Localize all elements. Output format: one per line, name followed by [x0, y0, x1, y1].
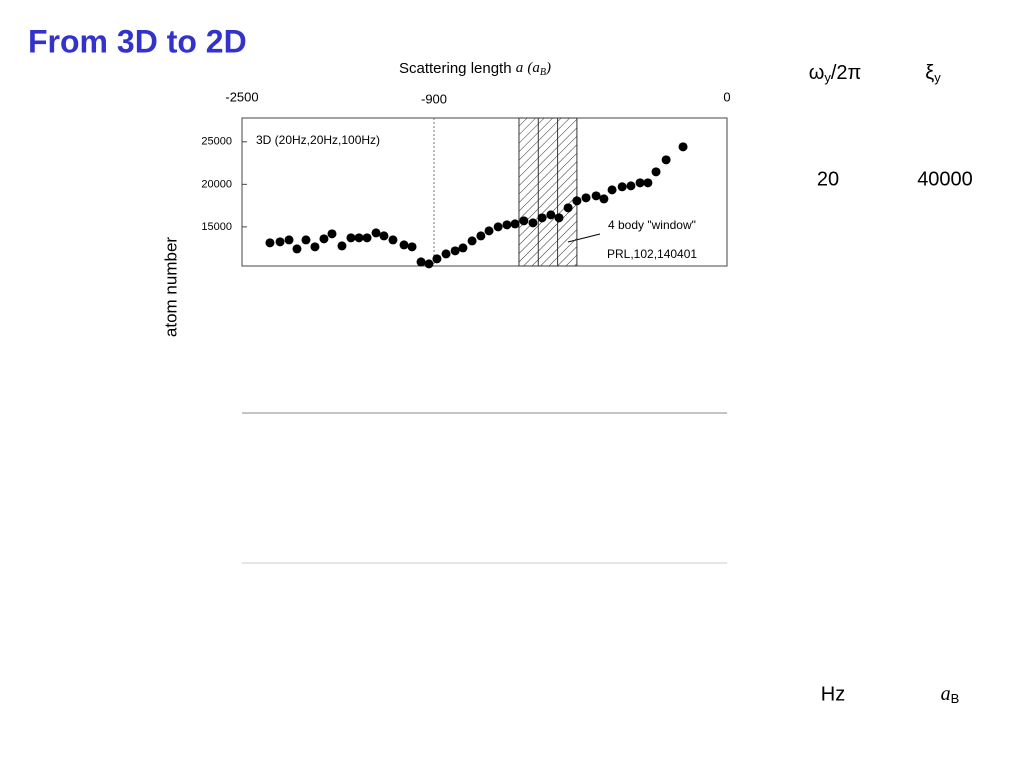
- data-point: [537, 213, 547, 223]
- table-header: ωy/2π: [809, 62, 862, 85]
- data-point: [327, 229, 337, 239]
- data-point: [563, 203, 573, 213]
- data-point: [337, 241, 347, 251]
- y-tick-label: 25000: [201, 136, 232, 148]
- data-point: [292, 244, 302, 254]
- data-point: [399, 240, 409, 250]
- data-point: [528, 218, 538, 228]
- reference: PRL,102,140401: [607, 247, 697, 261]
- x-axis-title: Scattering length a (aB): [399, 60, 551, 78]
- data-point: [493, 222, 503, 232]
- plot-frame: [241, 117, 728, 267]
- data-point: [626, 181, 636, 191]
- data-point: [388, 235, 398, 245]
- data-point: [458, 243, 468, 253]
- data-point: [651, 167, 661, 177]
- data-point: [572, 196, 582, 206]
- data-point: [599, 194, 609, 204]
- data-point: [354, 233, 364, 243]
- data-point: [441, 249, 451, 259]
- y-tick-label: 20000: [201, 178, 232, 190]
- annotation: 3D (20Hz,20Hz,100Hz): [256, 133, 380, 147]
- x-tick-label: -900: [421, 91, 447, 106]
- table-unit: aB: [941, 683, 960, 707]
- data-point: [546, 210, 556, 220]
- data-point: [310, 242, 320, 252]
- data-point: [319, 234, 329, 244]
- data-point: [432, 254, 442, 264]
- data-point: [519, 216, 529, 226]
- x-tick-label: -2500: [225, 89, 258, 104]
- table-unit: Hz: [821, 683, 845, 705]
- data-point: [371, 228, 381, 238]
- data-point: [581, 193, 591, 203]
- data-point: [301, 235, 311, 245]
- table-cell: 40000: [917, 168, 973, 190]
- window-label: 4 body "window": [608, 218, 696, 232]
- data-point: [484, 226, 494, 236]
- data-point: [379, 231, 389, 241]
- data-point: [635, 178, 645, 188]
- data-point: [510, 219, 520, 229]
- data-point: [591, 191, 601, 201]
- data-point: [450, 246, 460, 256]
- data-point: [407, 242, 417, 252]
- data-point: [661, 155, 671, 165]
- table-header: ξy: [925, 62, 941, 85]
- data-point: [607, 185, 617, 195]
- data-point: [643, 178, 653, 188]
- data-point: [424, 259, 434, 269]
- table-cell: 20: [817, 168, 839, 190]
- y-tick-label: 15000: [201, 221, 232, 233]
- slide-title: From 3D to 2D: [28, 23, 247, 59]
- data-point: [275, 237, 285, 247]
- data-point: [467, 236, 477, 246]
- data-point: [476, 231, 486, 241]
- data-point: [502, 220, 512, 230]
- data-point: [678, 142, 688, 152]
- data-point: [617, 182, 627, 192]
- data-point: [362, 233, 372, 243]
- x-tick-label: 0: [723, 89, 730, 104]
- data-point: [265, 238, 275, 248]
- data-point: [284, 235, 294, 245]
- data-point: [554, 213, 564, 223]
- data-point: [346, 233, 356, 243]
- data-point: [416, 257, 426, 267]
- window-region: [518, 117, 578, 267]
- y-axis-title: atom number: [161, 237, 180, 337]
